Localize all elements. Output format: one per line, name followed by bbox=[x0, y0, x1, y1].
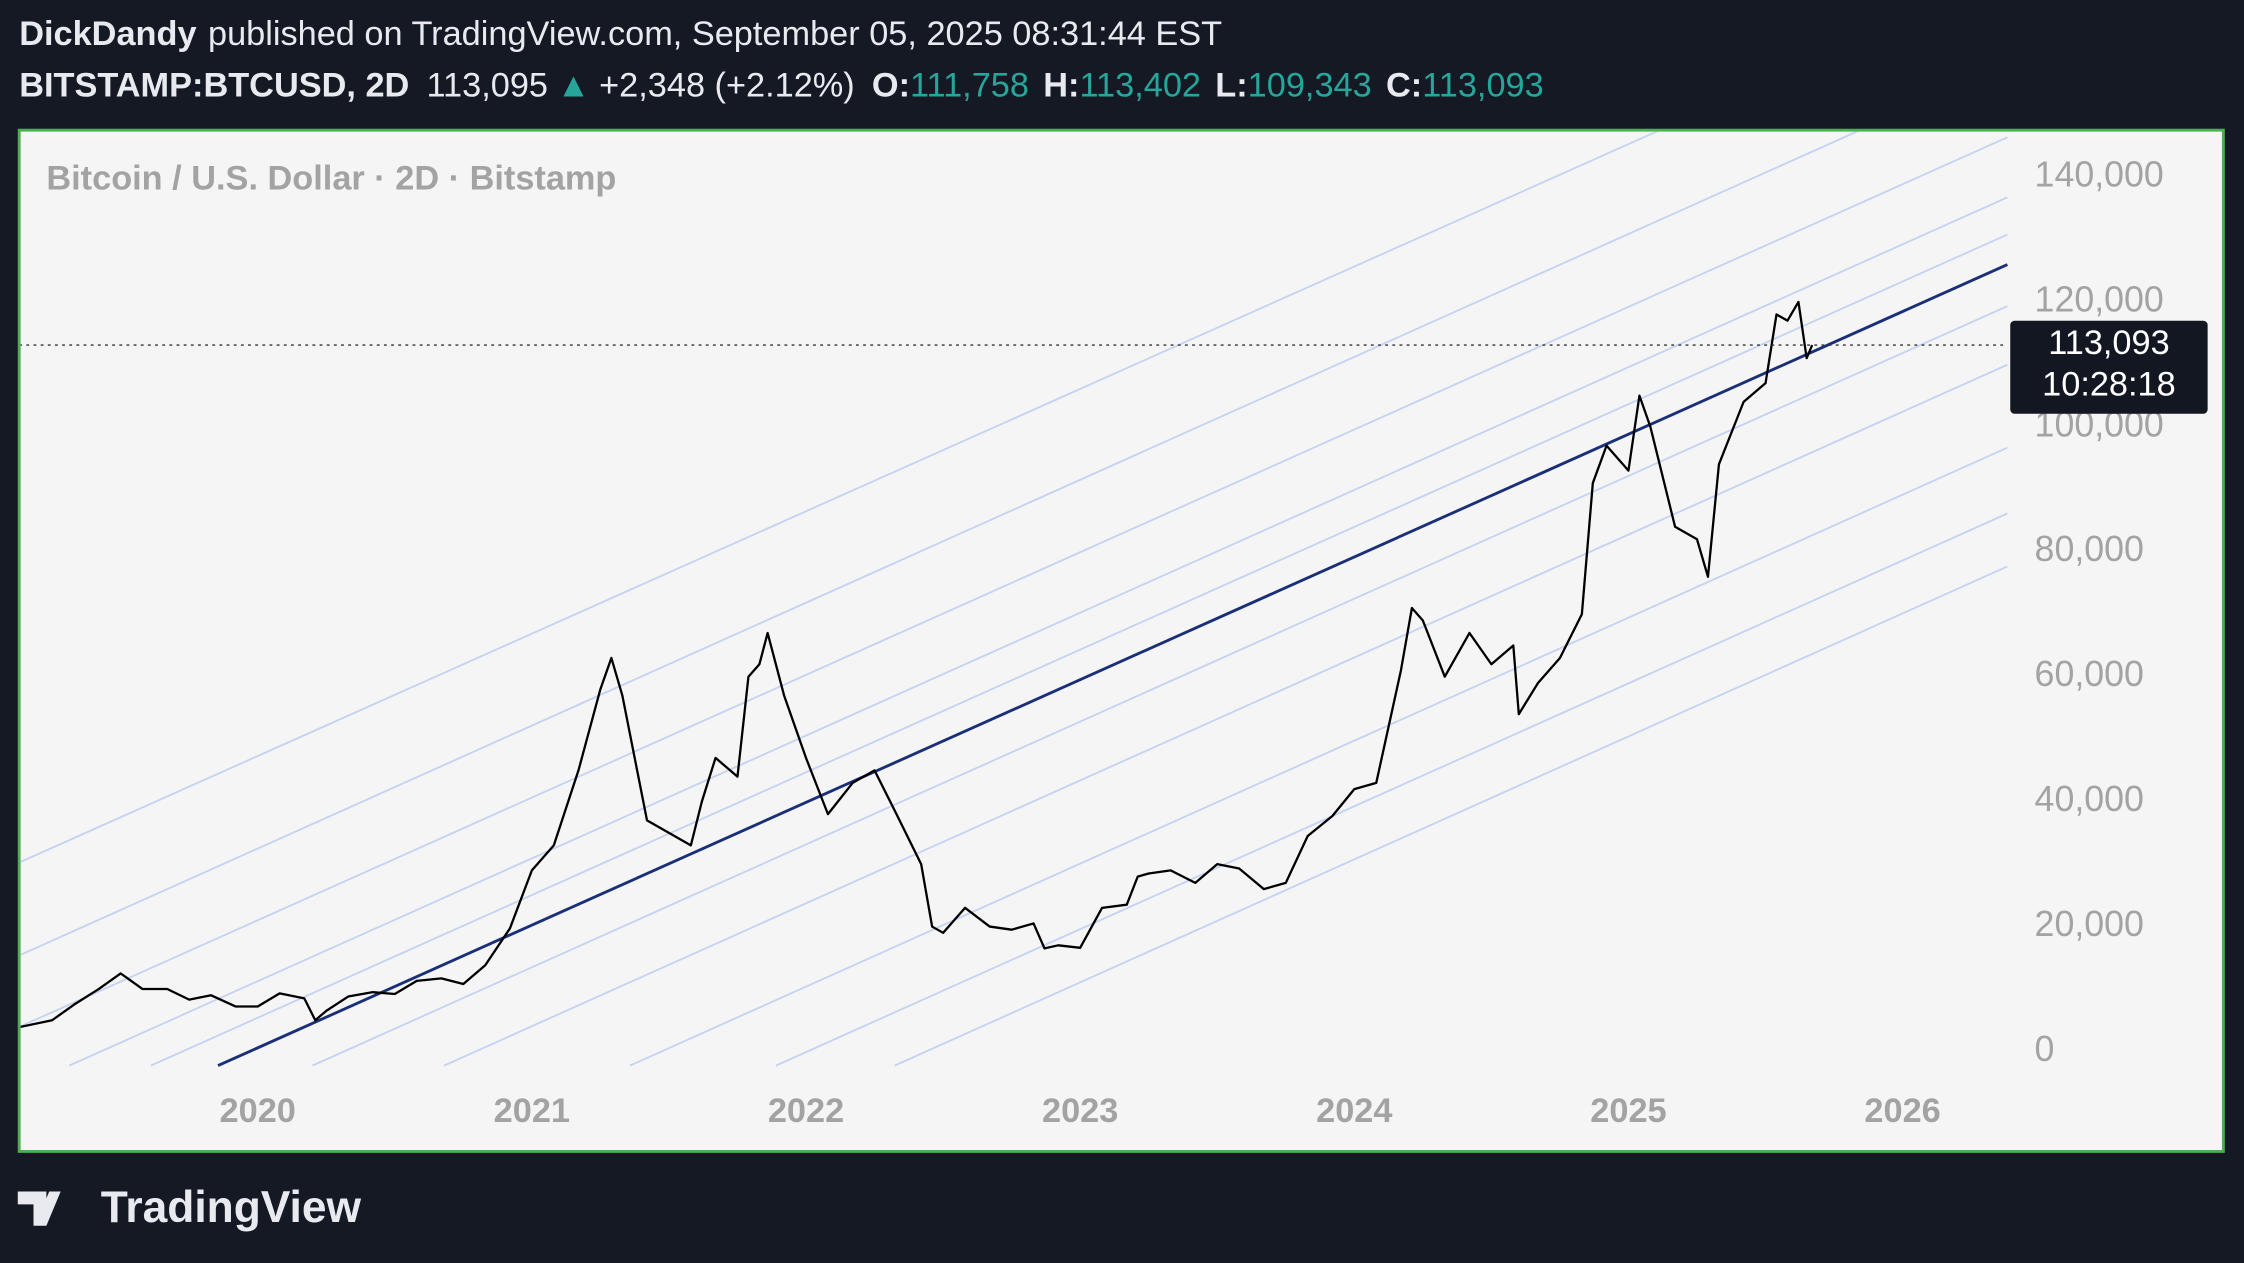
channel-line bbox=[443, 363, 2008, 1067]
channel-line bbox=[20, 131, 1860, 956]
countdown-label: 10:28:18 bbox=[2042, 366, 2176, 404]
price-label-box bbox=[2010, 320, 2208, 414]
channel-line bbox=[629, 446, 2008, 1067]
up-arrow: ▲ bbox=[557, 66, 591, 104]
header-line: DickDandy published on TradingView.com, S… bbox=[19, 15, 1222, 53]
x-tick-label: 2021 bbox=[494, 1092, 570, 1130]
logo-icon bbox=[17, 1191, 61, 1226]
axis-labels: 020,00040,00060,00080,000100,000120,0001… bbox=[220, 154, 2208, 1130]
x-tick-label: 2025 bbox=[1590, 1092, 1666, 1130]
y-tick-label: 40,000 bbox=[2035, 779, 2144, 819]
y-tick-label: 140,000 bbox=[2035, 154, 2164, 194]
price-line bbox=[20, 300, 1814, 1029]
channel-line bbox=[68, 196, 2008, 1067]
y-tick-label: 60,000 bbox=[2035, 654, 2144, 694]
ohlc-label: O: bbox=[872, 66, 910, 104]
channel-line bbox=[775, 512, 2008, 1067]
publisher: DickDandy bbox=[19, 15, 196, 53]
x-tick-label: 2026 bbox=[1864, 1092, 1940, 1130]
logo-text: TradingView bbox=[101, 1183, 362, 1232]
ohlc-value: 111,758 bbox=[910, 66, 1029, 104]
channel bbox=[20, 131, 2008, 1067]
y-tick-label: 80,000 bbox=[2035, 529, 2144, 569]
channel-line bbox=[20, 131, 1659, 863]
ohlc-label: L: bbox=[1215, 66, 1247, 104]
y-tick-label: 120,000 bbox=[2035, 279, 2164, 319]
price-label: 113,093 bbox=[2048, 324, 2169, 362]
x-tick-label: 2024 bbox=[1316, 1092, 1392, 1130]
y-tick-label: 20,000 bbox=[2035, 904, 2144, 944]
ohlc-value: 113,093 bbox=[1422, 66, 1543, 104]
x-tick-label: 2023 bbox=[1042, 1092, 1118, 1130]
symbol-line: BITSTAMP:BTCUSD, 2D 113,095 ▲ +2,348 (+2.12… bbox=[19, 66, 1544, 104]
plot-area bbox=[17, 128, 2225, 1153]
channel-line bbox=[20, 136, 2008, 1028]
x-tick-label: 2020 bbox=[220, 1092, 296, 1130]
x-tick-label: 2022 bbox=[768, 1092, 844, 1130]
footer-logo: TradingView bbox=[17, 1183, 362, 1232]
published: published on TradingView.com, September … bbox=[208, 15, 1222, 53]
y-tick-label: 0 bbox=[2035, 1029, 2055, 1069]
channel-median bbox=[217, 263, 2008, 1067]
chart-title: Bitcoin / U.S. Dollar · 2D · Bitstamp bbox=[46, 159, 616, 197]
channel-line bbox=[894, 565, 2008, 1067]
channel-line bbox=[312, 305, 2008, 1067]
channel-line bbox=[150, 233, 2008, 1067]
symbol: BITSTAMP:BTCUSD, 2D bbox=[19, 66, 409, 104]
last-price: 113,095 bbox=[427, 66, 548, 104]
series-layer bbox=[20, 300, 2008, 1029]
ohlc-value: 109,343 bbox=[1248, 66, 1372, 104]
ohlc-label: C: bbox=[1386, 66, 1422, 104]
ohlc-value: 113,402 bbox=[1079, 66, 1200, 104]
ohlc-label: H: bbox=[1043, 66, 1079, 104]
change: +2,348 (+2.12%) bbox=[599, 66, 855, 104]
